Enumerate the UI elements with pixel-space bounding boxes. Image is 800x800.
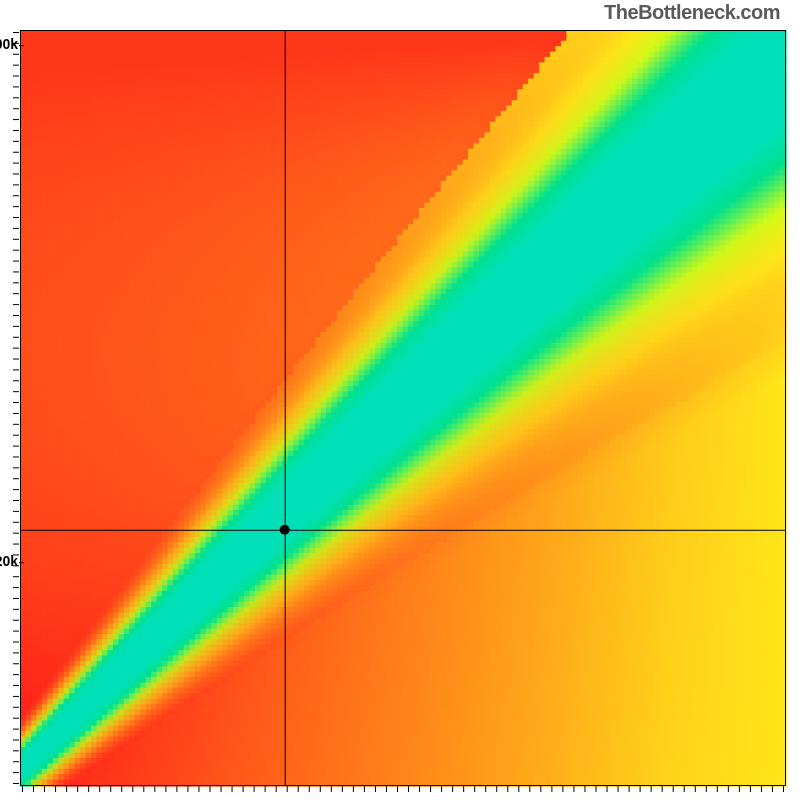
- chart-container: TheBottleneck.com: [0, 0, 800, 800]
- bottleneck-heatmap: [0, 0, 800, 800]
- watermark-label: TheBottleneck.com: [604, 2, 780, 25]
